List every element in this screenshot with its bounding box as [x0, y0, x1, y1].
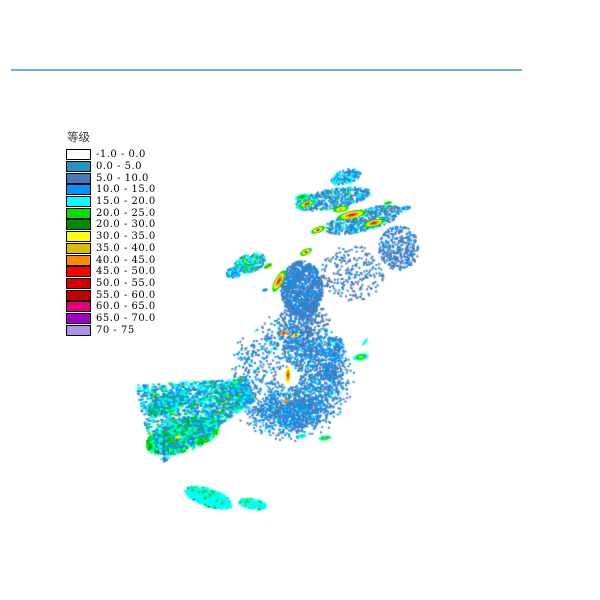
radar-echo-map — [0, 0, 600, 600]
radar-product-page: 等级 -1.0 - 0.00.0 - 5.05.0 - 10.010.0 - 1… — [0, 0, 600, 600]
